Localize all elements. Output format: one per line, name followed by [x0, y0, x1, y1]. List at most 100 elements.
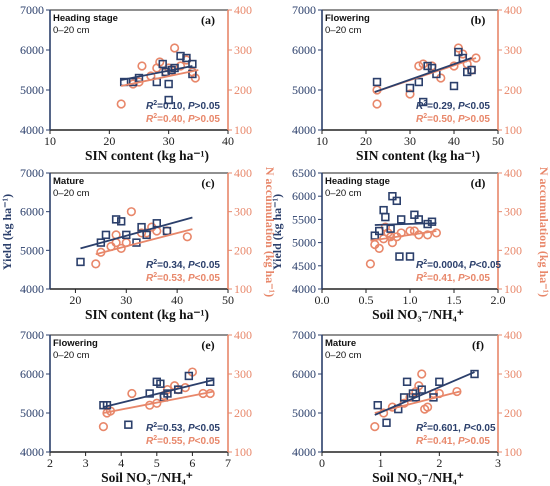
- stat-p-symbol: P: [458, 114, 465, 125]
- y-right-tick-label: 400: [234, 166, 252, 180]
- y-right-tick-label: 300: [504, 43, 522, 57]
- n-accumulation-stat-label: R2=0.41, P>0.05: [416, 272, 490, 284]
- n-accumulation-fit-line: [103, 390, 214, 414]
- y-left-tick-label: 5500: [292, 212, 316, 226]
- chart-panel-a: 10 20 30 40 4000 5000 6000 7000 100 200 300 400 Head…: [20, 3, 252, 163]
- panel-letter: (e): [201, 338, 214, 352]
- n-accumulation-stat-label: R2=0.50, P>0.05: [416, 113, 490, 125]
- n-accumulation-point: [471, 53, 481, 63]
- yield-point: [414, 215, 423, 224]
- stat-superscript: 2: [153, 272, 157, 279]
- y-left-tick-label: 7000: [292, 328, 316, 342]
- stat-p-symbol: P: [458, 436, 465, 447]
- x-tick-label: 40: [222, 134, 234, 148]
- y-left-tick-label: 5000: [292, 236, 316, 250]
- x-axis-label: SIN content (kg ha⁻¹): [356, 148, 480, 163]
- yield-point: [467, 65, 476, 75]
- n-accumulation-point: [137, 61, 147, 71]
- stat-superscript: 2: [423, 100, 427, 107]
- stat-superscript: 2: [423, 113, 427, 120]
- y-left-tick-label: 6000: [292, 189, 316, 203]
- chart-panel-c: 20 30 40 50 4000 5000 6000 7000 100 200 300 400 Matu…: [20, 166, 252, 322]
- n-accumulation-point: [405, 89, 415, 99]
- y-left-tick-label: 6000: [20, 205, 44, 219]
- yield-fit-line: [121, 65, 193, 81]
- yield-point: [158, 59, 167, 69]
- yield-point: [388, 192, 397, 201]
- yield-point: [76, 257, 85, 267]
- n-accumulation-fit-line: [121, 69, 199, 87]
- panel-letter: (f): [472, 338, 484, 352]
- yield-fit-line: [80, 216, 193, 250]
- x-tick-label: 30: [404, 134, 416, 148]
- yield-point: [111, 215, 121, 224]
- x-tick-label: 3: [83, 456, 89, 470]
- n-accumulation-point: [365, 259, 376, 269]
- n-accumulation-point: [431, 228, 442, 238]
- yield-point: [373, 400, 382, 410]
- yield-point: [449, 81, 459, 91]
- y-right-tick-label: 300: [504, 367, 522, 381]
- depth-label: 0–20 cm: [325, 25, 362, 36]
- x-tick-label: 40: [171, 293, 183, 307]
- y-left-tick-label: 5000: [292, 406, 316, 420]
- n-accumulation-stat-label: R2=0.40, P>0.05: [146, 113, 220, 125]
- n-accumulation-point: [370, 422, 380, 432]
- n-accumulation-stat-label: R2=0.41, P>0.05: [416, 435, 490, 447]
- x-axis-label: SIN content (kg ha⁻¹): [85, 148, 209, 163]
- x-tick-label: 2: [47, 456, 53, 470]
- y-right-tick-label: 400: [504, 3, 522, 17]
- stat-r-symbol: R: [416, 436, 424, 447]
- depth-label: 0–20 cm: [53, 350, 90, 361]
- stat-r-symbol: R: [416, 101, 424, 112]
- stat-r-value: =0.55,: [157, 436, 188, 447]
- n-accumulation-point: [98, 422, 108, 432]
- yield-point: [423, 61, 432, 71]
- x-tick-label: 0.5: [359, 293, 374, 307]
- chart-panel-f: 0 1 2 3 4000 5000 6000 7000 100 200 300 400 Mature0–…: [292, 328, 522, 485]
- stat-p-symbol: P: [458, 273, 465, 284]
- stat-r-symbol: R: [146, 436, 154, 447]
- stat-r-symbol: R: [416, 114, 424, 125]
- yield-point: [162, 226, 172, 236]
- x-tick-label: 7: [225, 456, 231, 470]
- x-tick-label: 20: [69, 293, 81, 307]
- n-accumulation-point: [423, 402, 433, 412]
- yield-point: [410, 210, 419, 219]
- y-right-tick-label: 200: [234, 406, 252, 420]
- yield-stat-label: R2=0.53, P<0.05: [146, 422, 220, 434]
- stat-superscript: 2: [153, 113, 157, 120]
- y-right-tick-label: 200: [234, 243, 252, 257]
- x-axis-label: Soil NO₃⁻/NH₄⁺: [372, 470, 464, 485]
- panel-letter: (a): [201, 13, 215, 27]
- y-right-tick-label: 400: [504, 328, 522, 342]
- x-tick-label: 20: [360, 134, 372, 148]
- n-accumulation-point: [387, 238, 398, 248]
- x-axis-label: Soil NO₃⁻/NH₄⁺: [372, 307, 464, 322]
- stat-p-value: >0.05: [465, 114, 491, 125]
- n-accumulation-fit-line: [370, 230, 437, 242]
- stat-r-value: =0.601,: [427, 423, 463, 434]
- stat-p-symbol: P: [188, 101, 195, 112]
- stage-label: Heading stage: [53, 13, 118, 24]
- y-right-tick-label: 400: [234, 3, 252, 17]
- stat-p-symbol: P: [469, 260, 476, 271]
- depth-label: 0–20 cm: [53, 188, 90, 199]
- x-tick-label: 50: [492, 134, 504, 148]
- y-axis-title-n-accumulation: N accumulation (kg ha⁻¹): [537, 167, 550, 297]
- yield-point: [417, 385, 426, 394]
- stat-p-value: <0.05: [465, 101, 491, 112]
- stat-r-symbol: R: [416, 423, 424, 434]
- x-tick-label: 10: [44, 134, 56, 148]
- yield-point: [379, 205, 388, 215]
- stat-r-value: =0.41,: [427, 436, 458, 447]
- yield-stat-label: R2=0.29, P<0.05: [416, 100, 490, 112]
- yield-point: [435, 377, 444, 386]
- yield-point: [454, 47, 463, 57]
- y-right-tick-label: 200: [234, 83, 252, 97]
- panel-letter: (d): [471, 176, 486, 190]
- stage-label: Flowering: [325, 13, 370, 24]
- y-right-tick-label: 100: [234, 282, 252, 296]
- yield-point: [411, 393, 421, 402]
- yield-stat-label: R2=0.10, P>0.05: [146, 100, 220, 112]
